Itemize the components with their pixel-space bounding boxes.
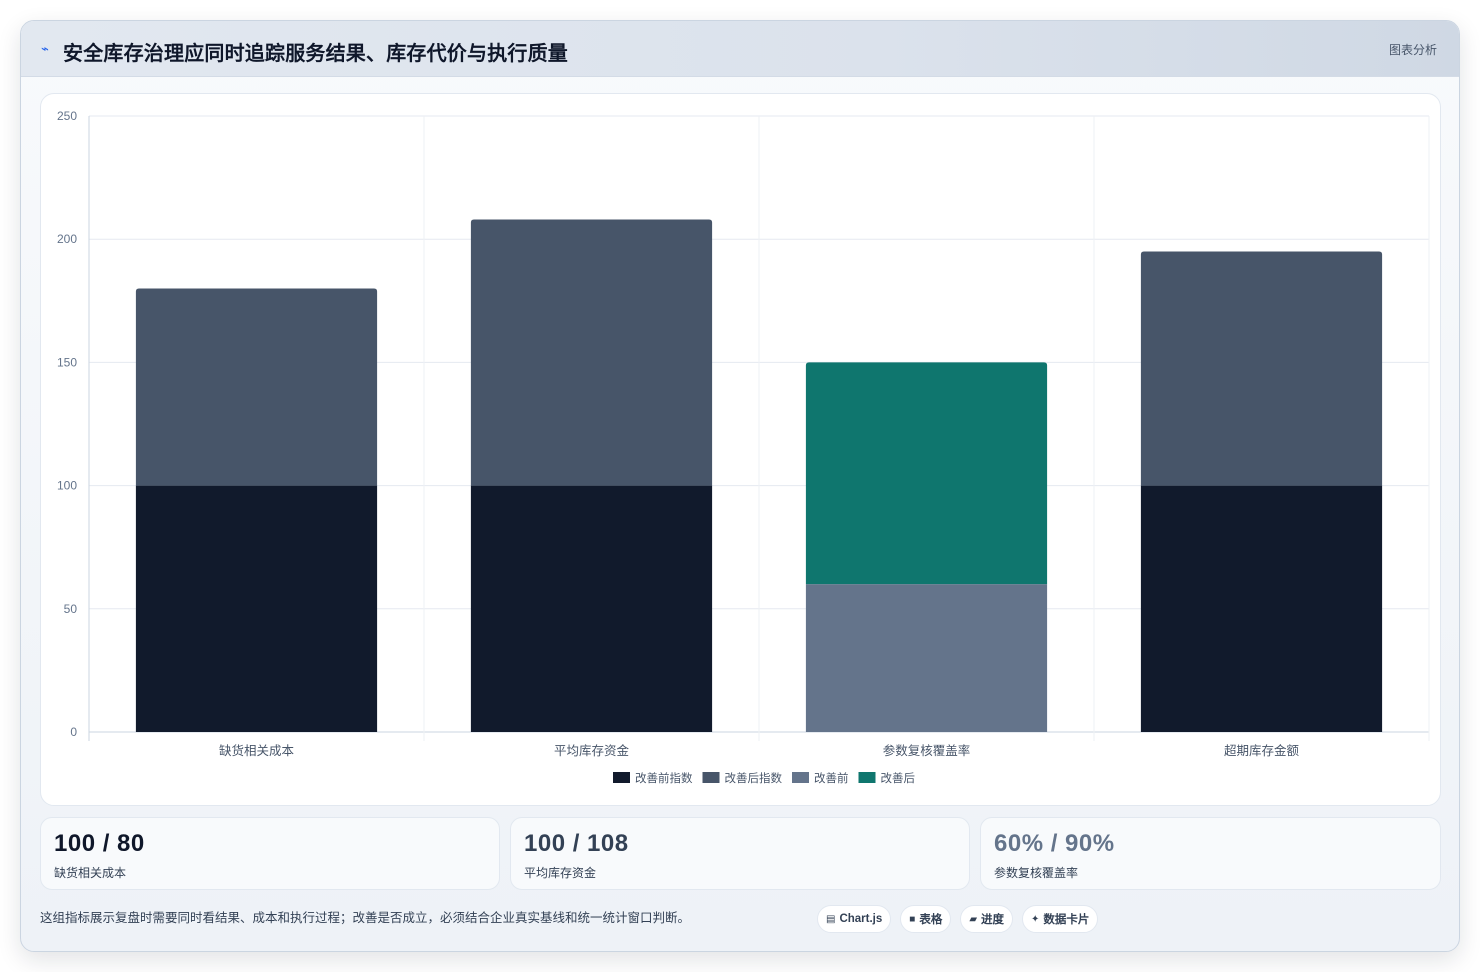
x-tick-label: 平均库存资金 xyxy=(554,743,630,758)
header-badge: 图表分析 xyxy=(1388,43,1437,57)
y-tick-label: 100 xyxy=(57,479,77,493)
footnote: 这组指标展示复盘时需要同时看结果、成本和执行过程；改善是否成立，必须结合企业真实… xyxy=(40,911,691,925)
chip-label: 进度 xyxy=(981,914,1005,926)
chip-row: ▤ Chart.js ■ 表格 ▰ 进度 ✦ 数据卡片 xyxy=(817,905,1099,933)
bar-segment xyxy=(805,584,1048,732)
legend-swatch xyxy=(702,772,720,783)
chip-progress[interactable]: ▰ 进度 xyxy=(960,905,1014,933)
stacked-bar-chart: 0 50 100 150 200 250 缺货相关成本 平均库存资金 参数复核覆盖率 超期库存金额… xyxy=(57,109,1430,785)
stat-value: 100 / 108 xyxy=(524,830,629,857)
stat-label: 平均库存资金 xyxy=(524,866,597,880)
stat-card-coverage: 60% / 90% 参数复核覆盖率 xyxy=(980,817,1441,890)
x-tick-label: 参数复核覆盖率 xyxy=(883,743,971,758)
y-tick-label: 50 xyxy=(64,602,78,616)
progress-icon: ▰ xyxy=(969,913,978,925)
chip-data-cards[interactable]: ✦ 数据卡片 xyxy=(1022,905,1099,933)
sparkle-icon: ✦ xyxy=(1031,913,1040,925)
chart-icon: ▤ xyxy=(826,913,836,925)
bar-segment xyxy=(1140,485,1383,732)
chip-label: 数据卡片 xyxy=(1043,914,1090,926)
trend-icon: ⌁ xyxy=(41,41,49,56)
page-title: 安全库存治理应同时追踪服务结果、库存代价与执行质量 xyxy=(63,43,568,65)
bar-segment xyxy=(135,288,378,486)
legend-label: 改善前指数 xyxy=(635,771,693,785)
stat-value: 100 / 80 xyxy=(54,830,145,857)
legend-swatch xyxy=(613,772,630,783)
stat-value: 60% / 90% xyxy=(994,830,1115,857)
bar-segment xyxy=(805,362,1048,585)
legend-label: 改善后指数 xyxy=(725,771,783,785)
legend-label: 改善后 xyxy=(881,771,916,785)
x-tick-label: 超期库存金额 xyxy=(1224,743,1300,758)
stat-label: 缺货相关成本 xyxy=(54,866,127,880)
chip-label: Chart.js xyxy=(839,913,883,925)
card-header: ⌁ 安全库存治理应同时追踪服务结果、库存代价与执行质量 图表分析 xyxy=(21,21,1459,77)
bar-segment xyxy=(470,219,713,486)
y-tick-label: 200 xyxy=(57,232,77,246)
y-tick-label: 250 xyxy=(57,109,77,123)
chip-chartjs[interactable]: ▤ Chart.js xyxy=(817,905,892,933)
chip-label: 表格 xyxy=(919,914,943,926)
chart-card: ⌁ 安全库存治理应同时追踪服务结果、库存代价与执行质量 图表分析 0 50 100 1… xyxy=(20,20,1460,952)
legend-swatch xyxy=(792,772,809,783)
stat-card-shortage: 100 / 80 缺货相关成本 xyxy=(40,817,500,890)
stat-label: 参数复核覆盖率 xyxy=(994,866,1079,880)
x-tick-label: 缺货相关成本 xyxy=(219,743,295,758)
legend-swatch xyxy=(858,772,876,783)
y-tick-label: 0 xyxy=(70,725,77,739)
bar-segment xyxy=(135,485,378,732)
table-icon: ■ xyxy=(909,913,916,925)
chip-table[interactable]: ■ 表格 xyxy=(900,905,952,933)
stat-card-inventory: 100 / 108 平均库存资金 xyxy=(510,817,970,890)
bar-segment xyxy=(1140,251,1383,486)
chart-panel: 0 50 100 150 200 250 缺货相关成本 平均库存资金 参数复核覆盖率 超期库存金额… xyxy=(40,93,1441,806)
y-tick-label: 150 xyxy=(57,355,77,369)
legend-label: 改善前 xyxy=(814,771,849,785)
bar-segment xyxy=(470,485,713,732)
